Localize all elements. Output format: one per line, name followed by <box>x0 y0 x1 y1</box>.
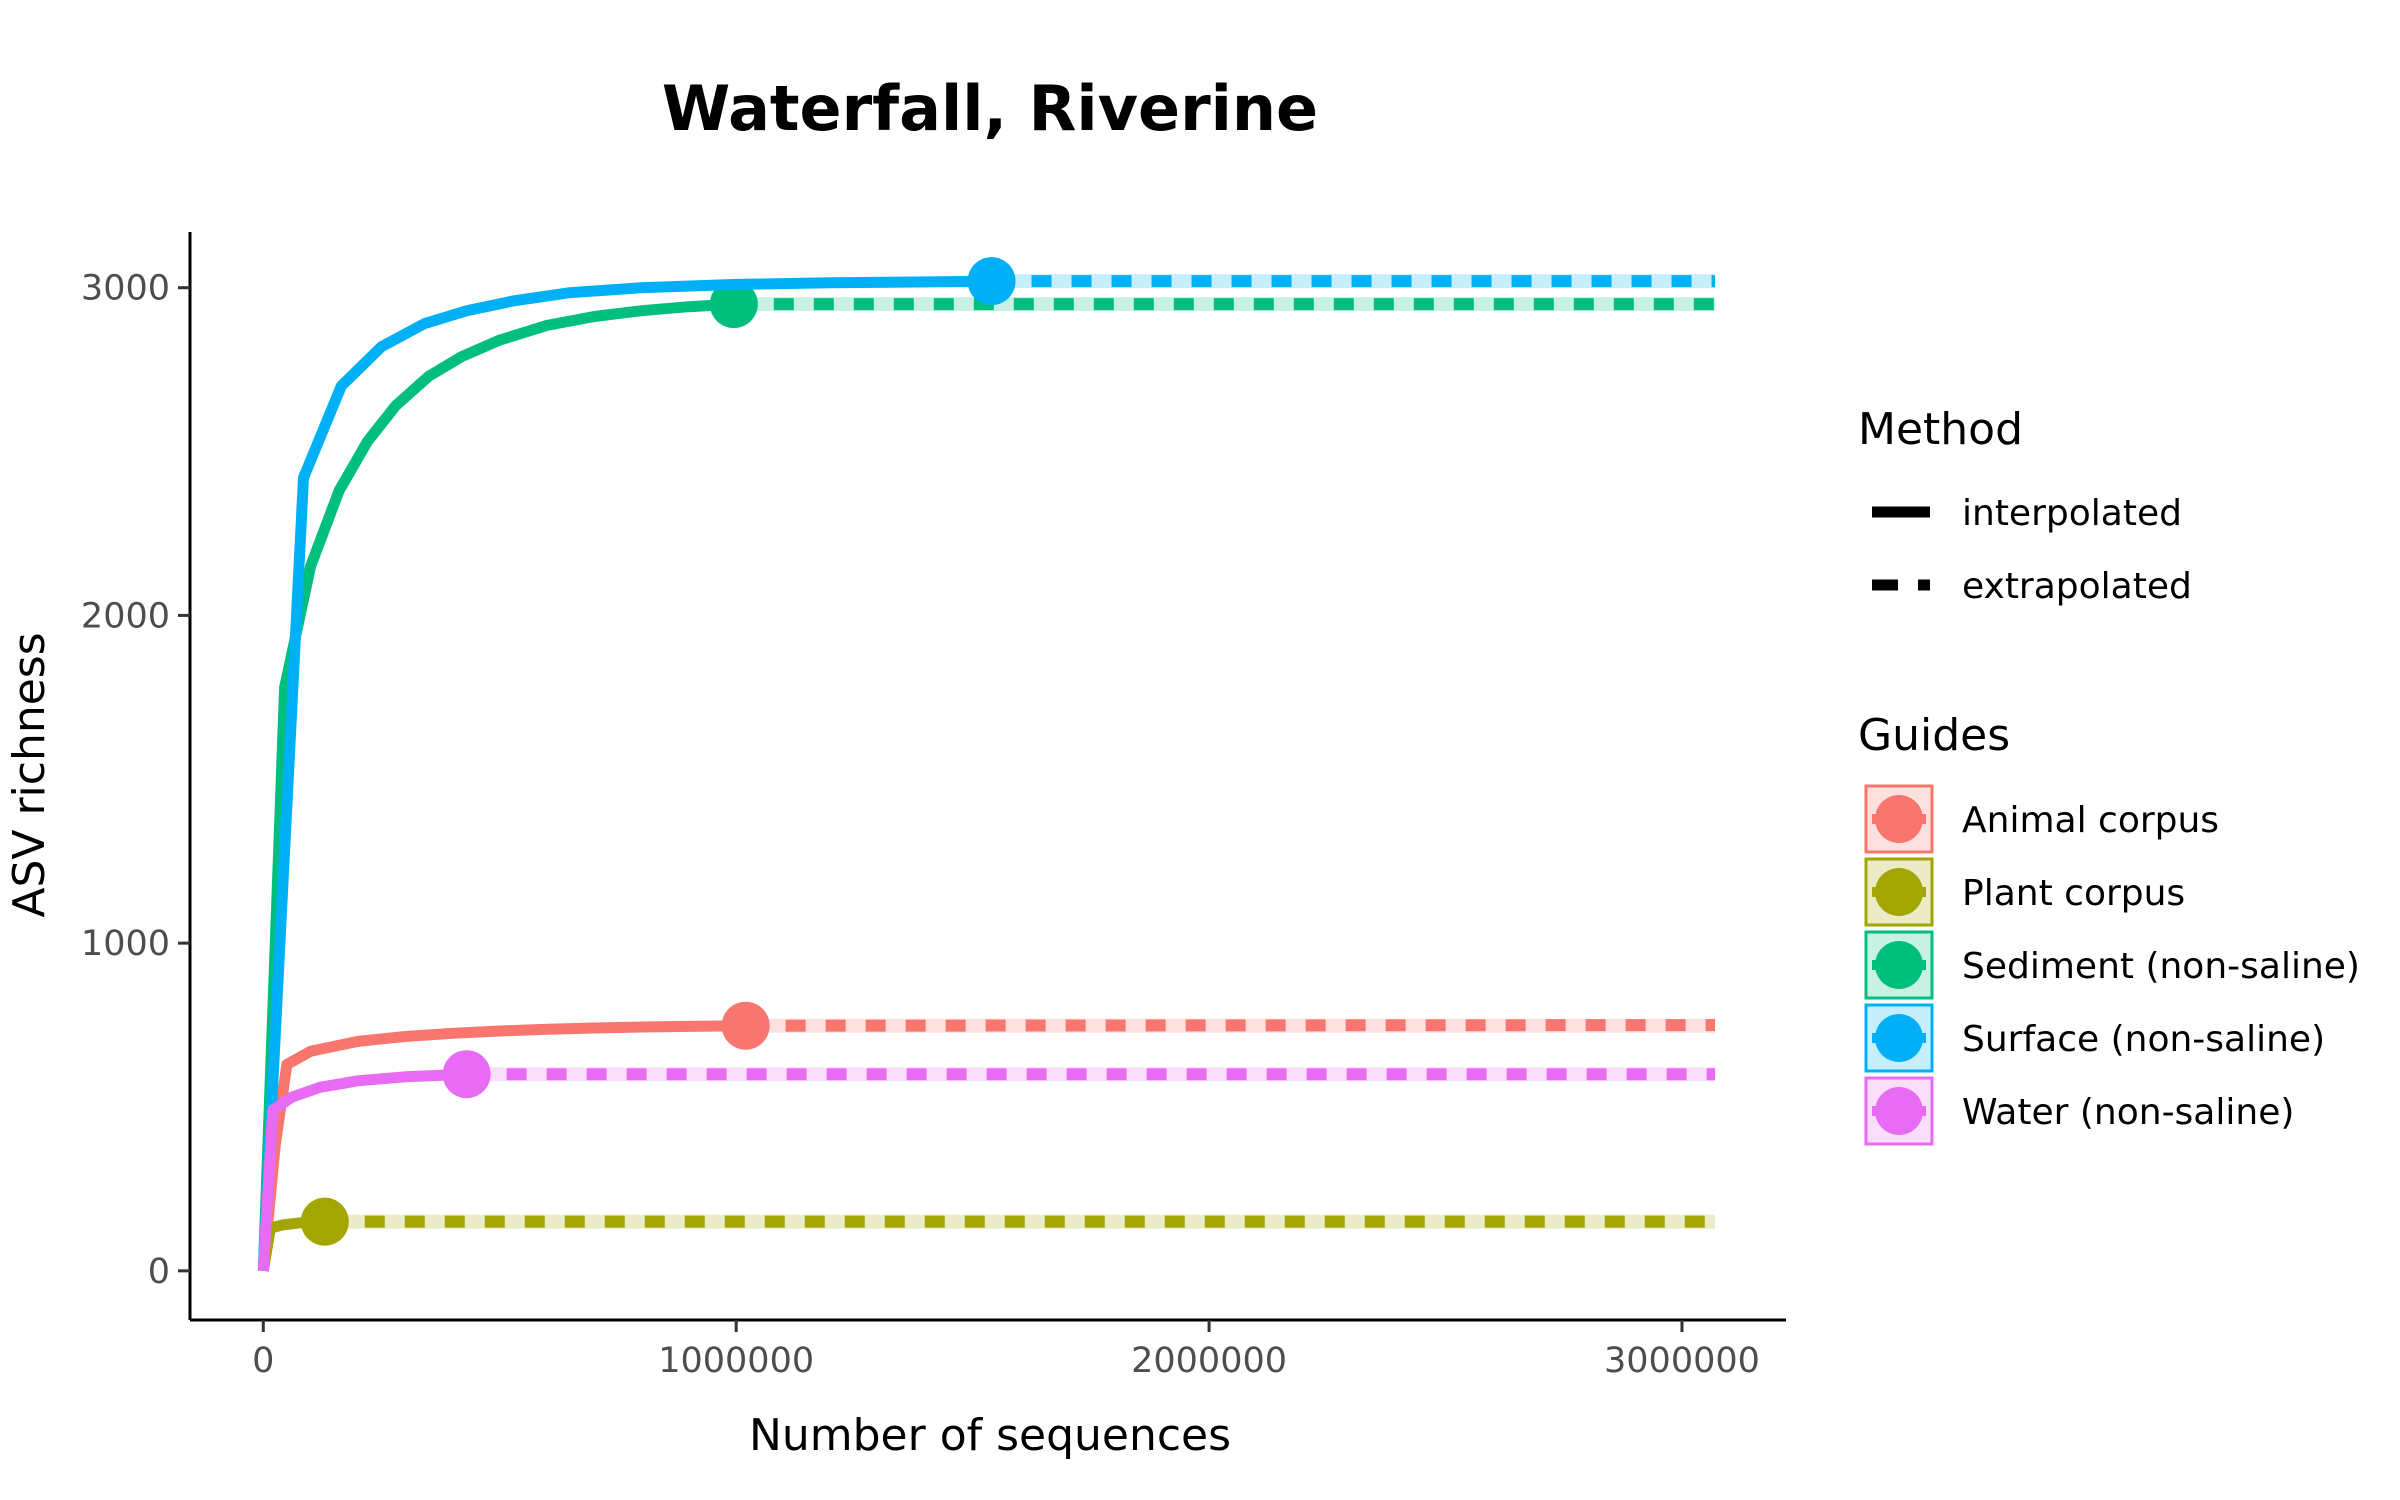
interpolated-line-animal-corpus <box>257 1020 746 1272</box>
legend-guides-title: Guides <box>1858 710 2010 761</box>
y-axis-ticks: 0 1000 2000 3000 <box>81 269 190 1292</box>
series-water-non-saline <box>257 1050 1716 1272</box>
legend-key-point-surface-non-saline <box>1875 1014 1923 1062</box>
observed-point-sediment-non-saline <box>709 280 758 329</box>
observed-point-surface-non-saline <box>967 257 1016 306</box>
legend-key-point-water-non-saline <box>1875 1087 1923 1135</box>
confidence-band-water-non-saline <box>466 1067 1716 1082</box>
y-tick-label: 0 <box>148 1252 170 1292</box>
legend-guide-label: Animal corpus <box>1962 800 2219 841</box>
y-tick-label: 2000 <box>81 596 170 636</box>
legend-guide-label: Sediment (non-saline) <box>1962 946 2360 987</box>
x-axis-title: Number of sequences <box>749 1410 1231 1461</box>
legend-key-point-sediment-non-saline <box>1875 941 1923 989</box>
x-tick-label: 3000000 <box>1604 1341 1760 1381</box>
y-axis-title: ASV richness <box>4 632 55 917</box>
extrapolated-line-animal-corpus <box>745 1019 1716 1032</box>
series-animal-corpus <box>257 1001 1716 1272</box>
series-sediment-non-saline <box>257 280 1716 1272</box>
x-tick-label: 0 <box>252 1341 274 1381</box>
series-surface-non-saline <box>257 257 1716 1272</box>
legend-method-label: interpolated <box>1962 493 2182 534</box>
legend-method-label: extrapolated <box>1962 566 2192 607</box>
observed-point-plant-corpus <box>300 1197 349 1246</box>
series-plant-corpus <box>257 1197 1716 1272</box>
observed-point-water-non-saline <box>442 1050 491 1099</box>
y-tick-label: 1000 <box>81 924 170 964</box>
legend-guide-label: Surface (non-saline) <box>1962 1019 2325 1060</box>
legend-guides: Animal corpus Plant corpus Sediment (non-s… <box>1864 784 2360 1146</box>
x-tick-label: 2000000 <box>1131 1341 1287 1381</box>
observed-point-animal-corpus <box>721 1001 770 1050</box>
x-axis-ticks: 0 1000000 2000000 3000000 <box>252 1320 1760 1381</box>
legend: Method interpolated extrapolated Guides A… <box>1858 404 2360 1146</box>
legend-key-point-animal-corpus <box>1875 795 1923 843</box>
x-tick-label: 1000000 <box>658 1341 814 1381</box>
plot-area <box>257 257 1716 1272</box>
interpolated-line-surface-non-saline <box>257 275 992 1272</box>
legend-guide-label: Plant corpus <box>1962 873 2185 914</box>
legend-guide-label: Water (non-saline) <box>1962 1092 2294 1133</box>
interpolated-line-sediment-non-saline <box>257 298 735 1272</box>
legend-key-point-plant-corpus <box>1875 868 1923 916</box>
y-tick-label: 3000 <box>81 269 170 309</box>
legend-methods: interpolated extrapolated <box>1872 493 2192 607</box>
interpolated-line-water-non-saline <box>257 1068 467 1272</box>
legend-method-title: Method <box>1858 404 2023 455</box>
chart-title: Waterfall, Riverine <box>662 72 1318 145</box>
